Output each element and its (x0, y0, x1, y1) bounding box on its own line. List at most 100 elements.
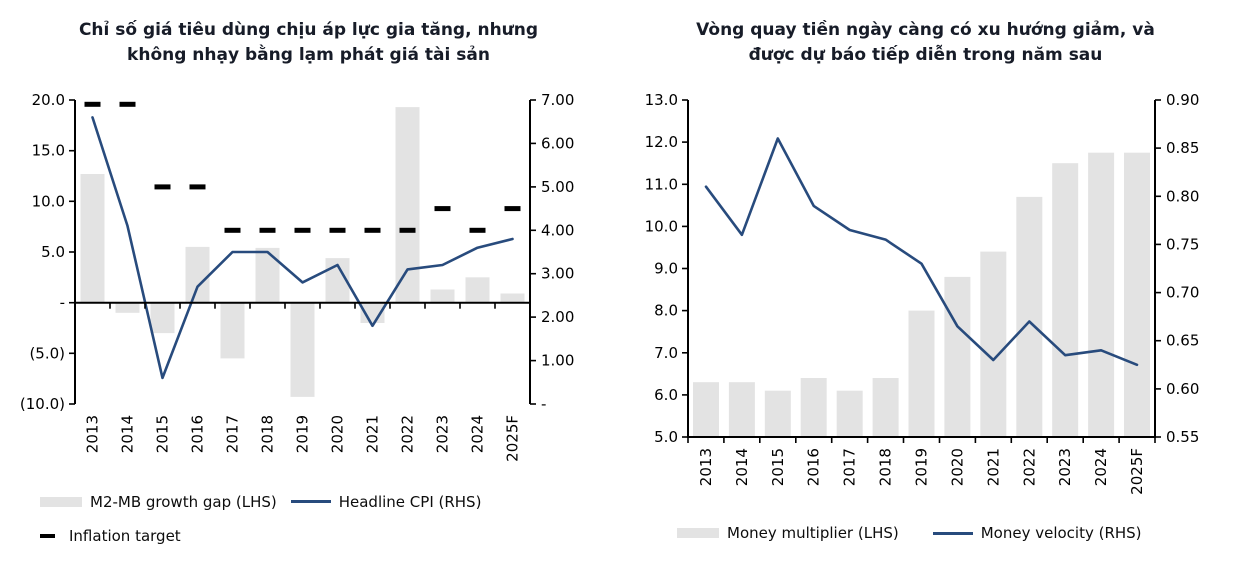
legend-label: Money velocity (RHS) (980, 524, 1142, 542)
right-axis-tick-label: 5.00 (541, 178, 574, 196)
bar (150, 302, 175, 334)
bar (185, 246, 210, 303)
right-axis-tick-label: 4.00 (541, 221, 574, 239)
left-axis-tick-label: 6.0 (654, 386, 678, 404)
bar (836, 390, 863, 437)
x-category-label: 2017 (841, 448, 859, 486)
left-axis-tick-label: (5.0) (29, 344, 65, 362)
legend-label: M2-MB growth gap (LHS) (90, 492, 277, 511)
target-dash (119, 101, 136, 107)
x-category-label: 2015 (769, 448, 787, 486)
x-category-label: 2024 (469, 415, 487, 453)
x-category-label: 2019 (913, 448, 931, 486)
x-category-label: 2025F (1128, 448, 1146, 495)
right-axis-tick-label: 6.00 (541, 134, 574, 152)
target-dash (189, 184, 206, 190)
left-axis-tick-label: 8.0 (654, 302, 678, 320)
bar (115, 302, 140, 313)
left-axis-tick-label: (10.0) (20, 395, 65, 413)
left-axis-tick-label: 20.0 (32, 91, 65, 109)
x-category-label: 2013 (697, 448, 715, 486)
bar (395, 107, 420, 303)
x-category-label: 2021 (984, 448, 1002, 486)
bar (1124, 152, 1150, 437)
target-dash (469, 227, 486, 233)
left-axis-tick-label: 5.0 (41, 243, 65, 261)
left-chart-panel: Chỉ số giá tiêu dùng chịu áp lực gia tăn… (20, 20, 610, 560)
bar (872, 378, 899, 437)
line-swatch (290, 500, 331, 503)
bar (80, 174, 105, 303)
x-category-label: 2018 (877, 448, 895, 486)
right-axis-tick-label: 0.85 (1166, 139, 1199, 157)
right-axis-tick-label: 0.75 (1166, 235, 1199, 253)
x-category-label: 2021 (364, 415, 382, 453)
left-axis-tick-label: 7.0 (654, 344, 678, 362)
x-category-label: 2016 (805, 448, 823, 486)
right-axis-tick-label: 0.80 (1166, 187, 1199, 205)
bar (1052, 163, 1079, 437)
bar (500, 293, 525, 303)
bar (693, 382, 719, 437)
x-category-label: 2020 (948, 448, 966, 486)
x-category-label: 2020 (329, 415, 347, 453)
left-chart-plot: 20.0 15.0 10.0 5.0 - (5.0) (10.0) 7.00 6.00 5.00 4… (20, 91, 575, 462)
legend-item-money-multiplier: Money multiplier (LHS) (677, 524, 899, 542)
left-chart-title: Chỉ số giá tiêu dùng chịu áp lực gia tăn… (78, 20, 539, 65)
bar (908, 310, 935, 437)
target-dash (294, 227, 311, 233)
right-axis-tick-label: 0.55 (1166, 428, 1199, 446)
left-axis-tick-label: 11.0 (645, 175, 678, 193)
bar (430, 289, 455, 303)
right-axis-tick-label: 3.00 (541, 265, 574, 283)
bar-swatch (40, 496, 82, 507)
right-axis-tick-label: 0.60 (1166, 380, 1199, 398)
right-chart-plot: 13.0 12.0 11.0 10.0 9.0 8.0 7.0 6.0 5.0 0.90 0.85 0… (645, 91, 1200, 495)
left-axis-tick-label: 9.0 (654, 260, 678, 278)
bar (290, 302, 315, 397)
target-dash (84, 101, 101, 107)
bar (1088, 152, 1115, 437)
right-chart-panel: Vòng quay tiền ngày càng có xu hướng giả… (617, 0, 1234, 569)
legend-item-money-velocity: Money velocity (RHS) (932, 524, 1142, 542)
left-axis-tick-label: 13.0 (645, 91, 678, 109)
x-category-label: 2025F (504, 415, 522, 462)
left-axis-tick-label: - (60, 294, 65, 312)
target-dash (434, 206, 451, 212)
bar (800, 378, 827, 437)
series-line (91, 116, 514, 380)
right-chart-legend: Money multiplier (LHS) Money velocity (R… (677, 524, 1142, 542)
target-dash (224, 227, 241, 233)
target-dash (154, 184, 171, 190)
x-category-label: 2018 (259, 415, 277, 453)
line-swatch (932, 531, 973, 535)
x-category-label: 2023 (434, 415, 452, 453)
legend-item-m2mb-growth-gap: M2-MB growth gap (LHS) (40, 493, 277, 511)
right-axis-tick-label: 0.65 (1166, 332, 1199, 350)
legend-label: Headline CPI (RHS) (338, 492, 482, 511)
dash-swatch (40, 533, 55, 538)
x-category-label: 2022 (399, 415, 417, 453)
target-dash (259, 227, 276, 233)
x-category-label: 2014 (733, 448, 751, 486)
bar (944, 276, 971, 437)
right-axis-tick-label: - (541, 395, 546, 413)
bar (255, 247, 280, 303)
legend-label: Inflation target (69, 526, 181, 545)
bar (728, 382, 755, 437)
bar (465, 277, 490, 303)
series-line (704, 137, 1139, 367)
right-axis-tick-label: 2.00 (541, 308, 574, 326)
legend-item-headline-cpi: Headline CPI (RHS) (290, 492, 482, 511)
legend-item-inflation-target: Inflation target (40, 527, 181, 545)
bar (1016, 196, 1043, 437)
right-axis-tick-label: 0.70 (1166, 284, 1199, 302)
bar (220, 302, 245, 359)
left-axis-tick-label: 15.0 (32, 142, 65, 160)
x-category-label: 2016 (189, 415, 207, 453)
legend-label: Money multiplier (LHS) (727, 524, 899, 542)
left-axis-tick-label: 10.0 (645, 217, 678, 235)
target-dash (399, 227, 416, 233)
left-chart-legend: M2-MB growth gap (LHS) Headline CPI (RHS… (40, 492, 610, 560)
